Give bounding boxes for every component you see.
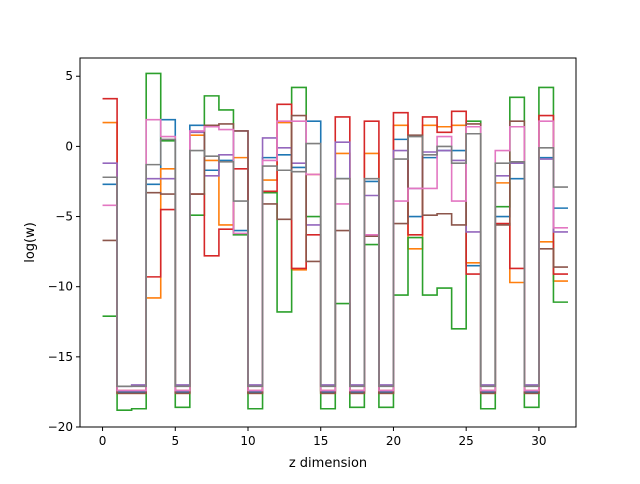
y-tick-label: 0 (65, 139, 73, 153)
axes-frame (79, 57, 577, 428)
y-tick-label: −20 (48, 420, 73, 434)
y-tick-label: −5 (55, 210, 73, 224)
x-tick-label: 5 (171, 434, 179, 448)
x-axis: 0 5 10 15 20 25 30 (99, 427, 547, 448)
series-line-8 (102, 132, 568, 388)
y-tick-label: −10 (48, 280, 73, 294)
y-tick-label: −15 (48, 350, 73, 364)
x-tick-label: 15 (313, 434, 328, 448)
y-axis: −20 −15 −10 −5 0 5 (48, 69, 80, 434)
y-axis-label: log(w) (23, 222, 38, 263)
x-tick-label: 10 (240, 434, 255, 448)
x-tick-label: 0 (99, 434, 107, 448)
x-tick-label: 25 (459, 434, 474, 448)
plot-area (102, 72, 568, 411)
x-tick-label: 30 (531, 434, 546, 448)
x-axis-label: z dimension (289, 456, 367, 471)
x-tick-label: 20 (386, 434, 401, 448)
y-tick-label: 5 (65, 69, 73, 83)
